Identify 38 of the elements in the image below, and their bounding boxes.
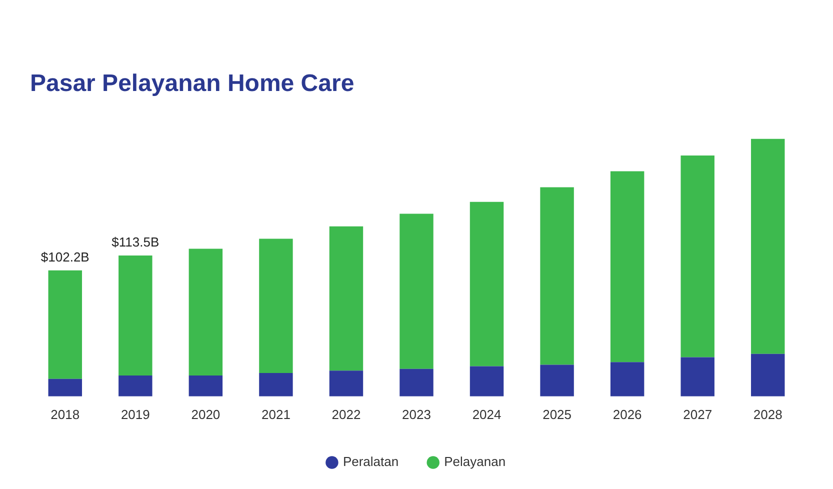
x-tick-label: 2019 (120, 406, 150, 422)
bar (610, 362, 644, 396)
bar (470, 366, 504, 396)
bar (118, 376, 152, 396)
annotation: $113.5B (112, 234, 160, 250)
bar (259, 238, 293, 373)
bar (540, 364, 574, 396)
bar (329, 370, 364, 396)
bar (118, 255, 152, 376)
bar (680, 357, 714, 396)
x-tick-label: 2027 (683, 406, 712, 422)
bar (751, 354, 785, 396)
bar (680, 156, 714, 358)
annotation: $102.2B (40, 250, 90, 265)
legend-label: Pelayanan (444, 454, 506, 470)
x-tick-label: 2022 (332, 406, 361, 422)
chart-title: Pasar Pelayanan Home Care (30, 70, 354, 98)
legend-label: Peralatan (342, 454, 399, 470)
x-tick-label: 2023 (402, 406, 431, 422)
bar (48, 378, 82, 396)
x-tick-label: 2026 (612, 406, 642, 422)
bar (188, 376, 223, 396)
x-tick-label: 2018 (50, 406, 80, 422)
bar (329, 226, 364, 371)
x-tick-label: 2020 (191, 406, 220, 422)
bar (188, 248, 223, 376)
bar (540, 187, 574, 365)
bar (400, 214, 434, 369)
x-tick-label: 2025 (542, 406, 572, 422)
x-tick-label: 2028 (753, 406, 782, 422)
bar (400, 368, 434, 396)
x-tick-label: 2024 (472, 406, 502, 422)
bar (48, 270, 82, 379)
bar (751, 138, 785, 354)
x-tick-label: 2021 (261, 406, 290, 422)
bar (610, 171, 644, 362)
bar (259, 372, 293, 396)
bar (470, 202, 504, 366)
